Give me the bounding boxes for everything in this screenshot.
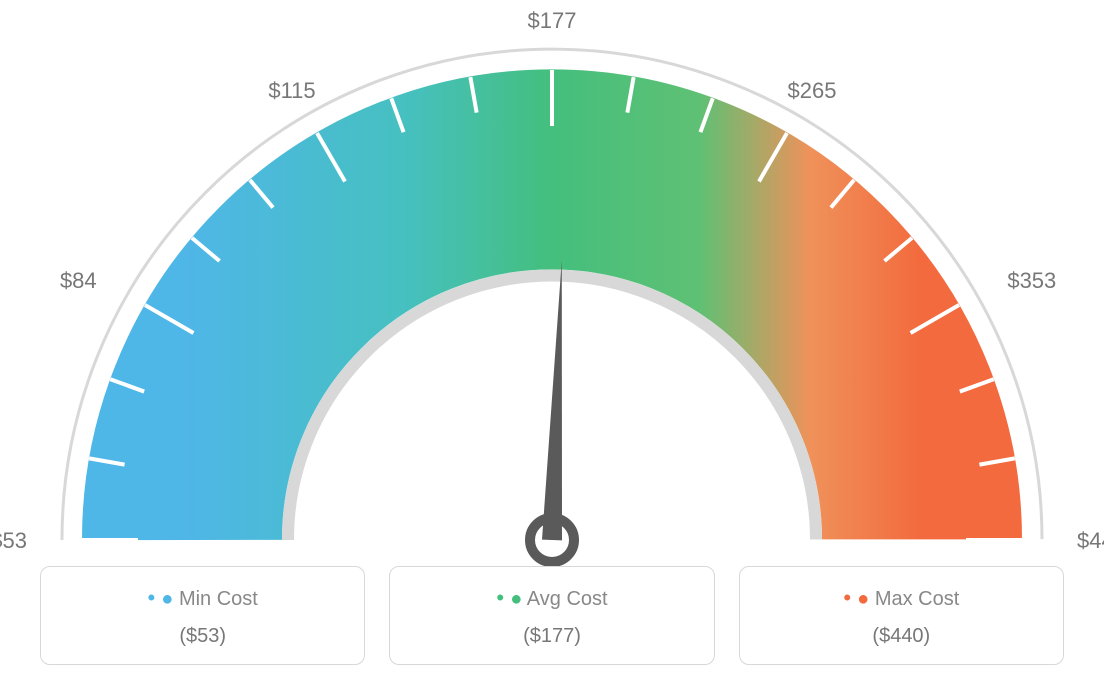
legend-label-min: ● Min Cost [51, 585, 354, 611]
scale-label: $353 [1007, 268, 1056, 294]
gauge-chart-container: $53 $84 $115 $177 $265 $353 $440 ● Min Cost ($… [0, 0, 1104, 690]
scale-label: $265 [787, 78, 837, 104]
legend-row: ● Min Cost ($53) ● Avg Cost ($177) ● Max… [40, 566, 1064, 665]
legend-label-avg: ● Avg Cost [400, 585, 703, 611]
legend-value-min: ($53) [51, 625, 354, 648]
legend-card-min: ● Min Cost ($53) [40, 566, 365, 665]
gauge-svg [0, 20, 1104, 580]
scale-label: $177 [527, 8, 577, 34]
scale-label: $115 [267, 78, 317, 104]
scale-label: $440 [1077, 528, 1104, 554]
legend-value-max: ($440) [750, 625, 1053, 648]
scale-label: $84 [47, 268, 97, 294]
scale-label: $53 [0, 528, 27, 554]
legend-card-max: ● Max Cost ($440) [739, 566, 1064, 665]
legend-value-avg: ($177) [400, 625, 703, 648]
legend-label-max: ● Max Cost [750, 585, 1053, 611]
legend-card-avg: ● Avg Cost ($177) [389, 566, 714, 665]
gauge-area: $53 $84 $115 $177 $265 $353 $440 [0, 0, 1104, 560]
